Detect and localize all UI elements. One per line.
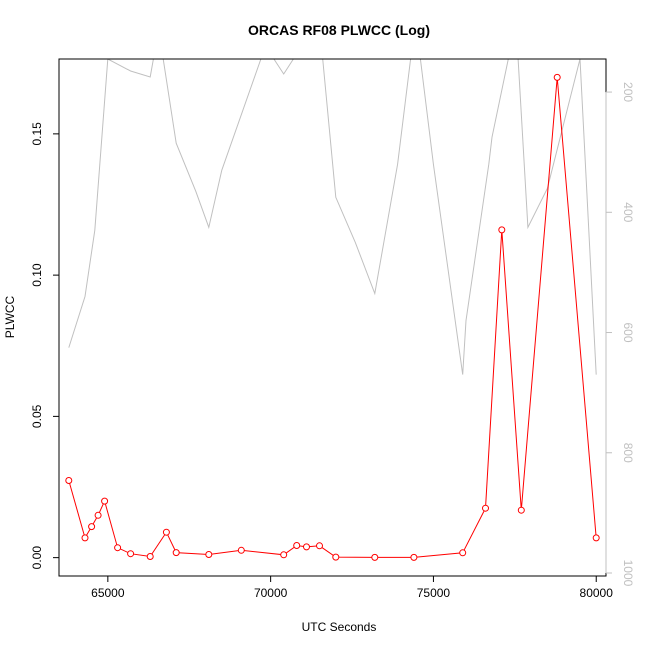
data-point — [517, 506, 525, 514]
data-point — [498, 226, 506, 234]
chart-title: ORCAS RF08 PLWCC (Log) — [248, 22, 430, 38]
data-point — [88, 523, 96, 531]
y2-tick-label: 800 — [621, 443, 635, 463]
data-point — [81, 534, 89, 542]
data-point — [205, 551, 213, 558]
data-point — [101, 497, 109, 505]
data-point — [237, 546, 245, 554]
data-point — [316, 542, 323, 550]
y2-tick-label: 600 — [621, 323, 635, 343]
y2-tick-label: 400 — [621, 202, 635, 222]
data-point — [94, 511, 102, 519]
secondary-series-line — [68, 59, 597, 375]
y2-tick-label: 1000 — [621, 560, 635, 587]
y-tick-label: 0.15 — [30, 122, 44, 146]
secondary-y-axis: 200 400 600 800 1000 — [605, 82, 635, 587]
data-point — [127, 550, 135, 558]
data-point — [592, 534, 600, 542]
data-point — [146, 553, 154, 560]
x-axis: 65000 70000 75000 80000 — [91, 575, 614, 600]
x-tick-label: 80000 — [580, 586, 614, 600]
plot-layer — [65, 59, 600, 561]
y-axis-label: PLWCC — [3, 295, 17, 338]
y2-tick-label: 200 — [621, 82, 635, 102]
data-point — [482, 504, 489, 512]
data-point — [172, 549, 180, 557]
data-point — [410, 553, 418, 561]
data-point — [459, 549, 467, 557]
y-tick-label: 0.10 — [30, 263, 44, 287]
x-tick-label: 65000 — [91, 586, 125, 600]
data-point — [303, 543, 310, 551]
data-point — [280, 551, 288, 559]
y-tick-label: 0.00 — [30, 546, 44, 570]
y-tick-label: 0.05 — [30, 404, 44, 428]
data-point — [553, 73, 561, 81]
data-point — [371, 553, 379, 561]
x-axis-label: UTC Seconds — [302, 620, 377, 634]
data-point — [332, 553, 340, 561]
data-point — [114, 544, 122, 552]
x-tick-label: 70000 — [254, 586, 288, 600]
data-point — [65, 477, 73, 484]
y-axis: 0.00 0.05 0.10 0.15 — [30, 122, 60, 570]
data-point — [293, 542, 301, 549]
data-point — [162, 528, 170, 536]
x-tick-label: 75000 — [417, 586, 451, 600]
